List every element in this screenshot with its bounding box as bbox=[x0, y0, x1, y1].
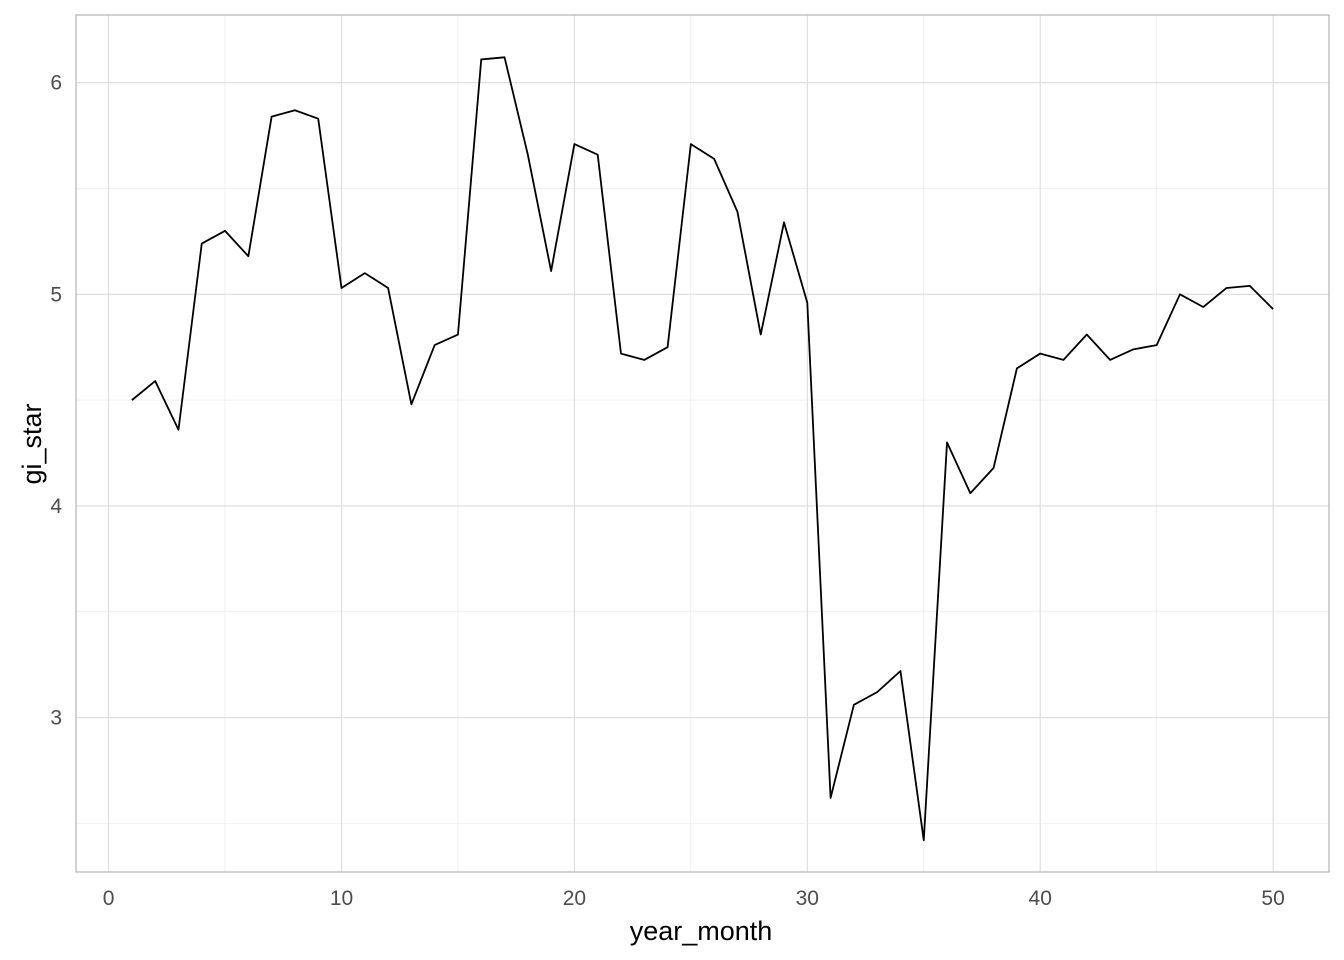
x-tick-label: 40 bbox=[1029, 887, 1052, 910]
x-tick-label: 50 bbox=[1261, 887, 1284, 910]
x-axis-ticks: 0 10 20 30 40 50 bbox=[103, 887, 1285, 910]
plot-panel-border bbox=[75, 14, 1330, 873]
y-tick-label: 4 bbox=[50, 495, 62, 518]
x-tick-label: 30 bbox=[796, 887, 819, 910]
gi-star-series-line bbox=[131, 56, 1274, 842]
y-tick-label: 6 bbox=[50, 72, 62, 95]
x-tick-label: 20 bbox=[563, 887, 586, 910]
x-tick-label: 10 bbox=[330, 887, 353, 910]
major-gridlines bbox=[76, 15, 1329, 872]
y-tick-label: 5 bbox=[50, 283, 62, 306]
x-axis-title: year_month bbox=[630, 916, 773, 946]
minor-gridlines bbox=[76, 15, 1329, 872]
y-axis-title: gi_star bbox=[17, 403, 47, 484]
y-tick-label: 3 bbox=[50, 707, 62, 730]
y-axis-ticks: 3 4 5 6 bbox=[50, 72, 62, 730]
x-tick-label: 0 bbox=[103, 887, 115, 910]
